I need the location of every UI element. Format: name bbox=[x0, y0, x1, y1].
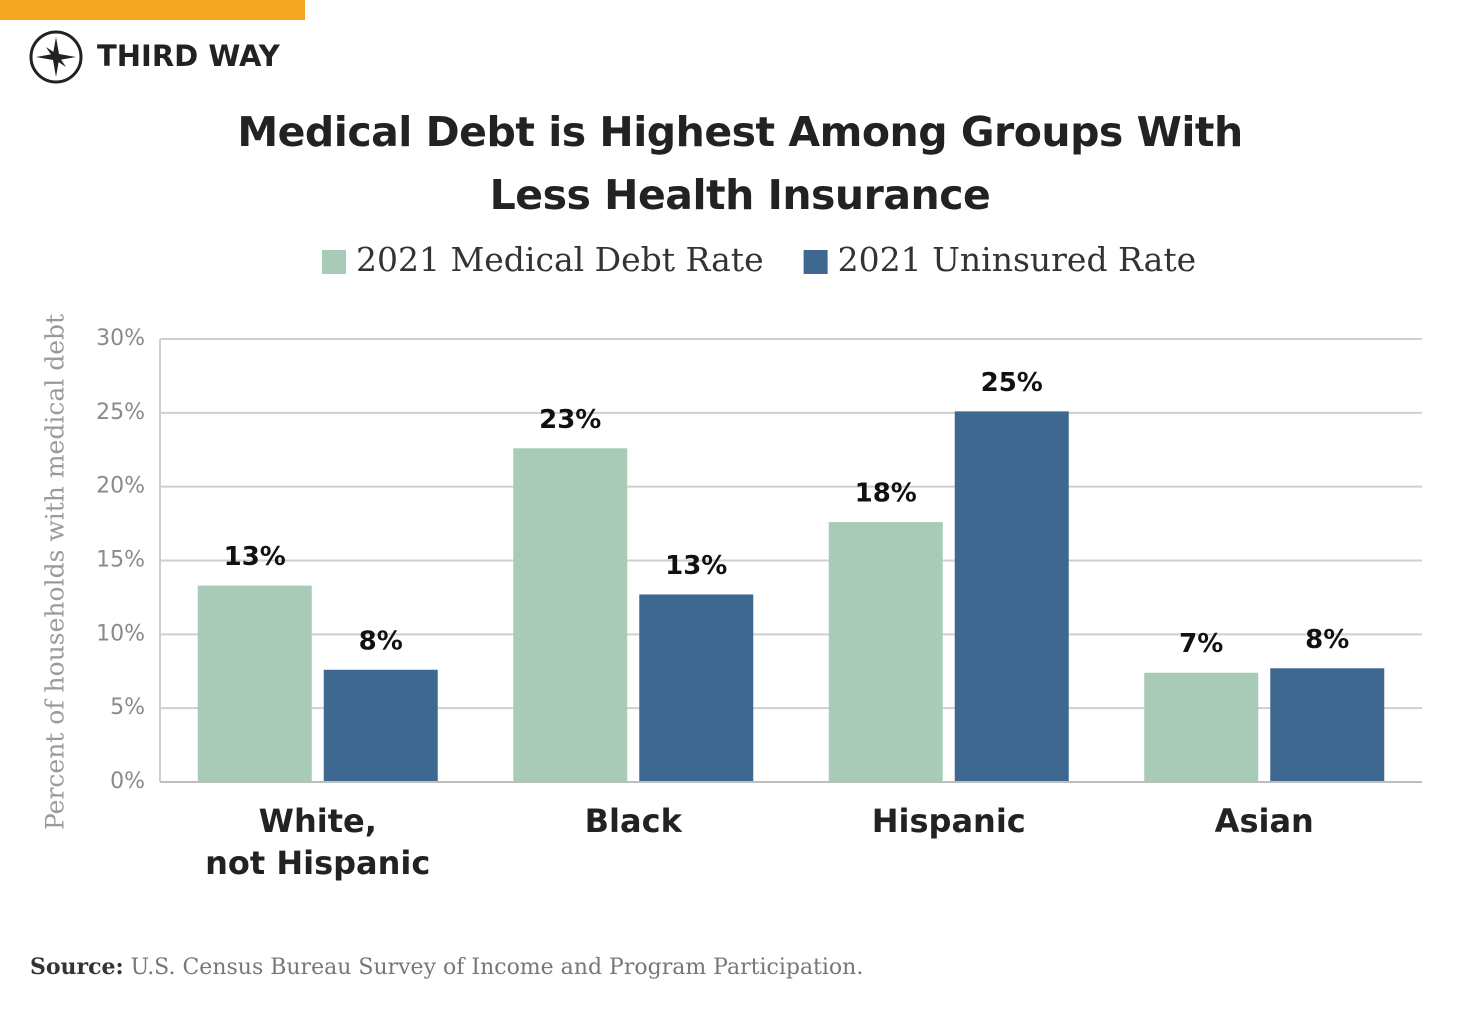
bar bbox=[639, 594, 754, 782]
y-tick-label: 25% bbox=[96, 400, 145, 425]
bar bbox=[828, 522, 943, 782]
y-axis-label: Percent of households with medical debt bbox=[41, 314, 70, 830]
y-tick-label: 15% bbox=[96, 548, 145, 573]
bar bbox=[1144, 672, 1259, 782]
bar bbox=[1270, 668, 1385, 782]
value-label: 8% bbox=[1305, 625, 1349, 655]
value-label: 7% bbox=[1179, 629, 1223, 659]
y-tick-label: 30% bbox=[96, 326, 145, 351]
y-tick-label: 0% bbox=[110, 769, 145, 794]
y-tick-label: 5% bbox=[110, 695, 145, 720]
bar bbox=[954, 411, 1069, 782]
value-label: 23% bbox=[539, 405, 601, 435]
brand: THIRD WAY bbox=[97, 39, 281, 73]
legend-label: 2021 Uninsured Rate bbox=[838, 240, 1197, 279]
bar bbox=[323, 669, 438, 782]
source-text: U.S. Census Bureau Survey of Income and … bbox=[130, 955, 864, 980]
value-label: 18% bbox=[855, 479, 917, 509]
x-tick-label: Asian bbox=[1214, 802, 1314, 840]
accent-bar bbox=[0, 0, 305, 20]
x-tick-label: Hispanic bbox=[871, 802, 1026, 840]
value-label: 8% bbox=[359, 626, 403, 656]
logo bbox=[29, 30, 83, 84]
bar bbox=[513, 448, 628, 782]
source: Source: U.S. Census Bureau Survey of Inc… bbox=[30, 954, 863, 980]
chart-title: Medical Debt is Highest Among Groups Wit… bbox=[237, 108, 1243, 219]
value-label: 13% bbox=[665, 551, 727, 581]
legend-label: 2021 Medical Debt Rate bbox=[356, 240, 764, 279]
x-tick-label: Black bbox=[584, 802, 682, 840]
value-label: 25% bbox=[981, 368, 1043, 398]
x-tick-label: White, not Hispanic bbox=[205, 802, 431, 882]
bar bbox=[197, 585, 312, 782]
legend-swatch bbox=[803, 250, 828, 274]
y-tick-label: 10% bbox=[96, 621, 145, 646]
value-label: 13% bbox=[224, 542, 286, 572]
y-tick-label: 20% bbox=[96, 474, 145, 499]
legend-swatch bbox=[322, 250, 346, 274]
source-label: Source: bbox=[30, 954, 124, 980]
